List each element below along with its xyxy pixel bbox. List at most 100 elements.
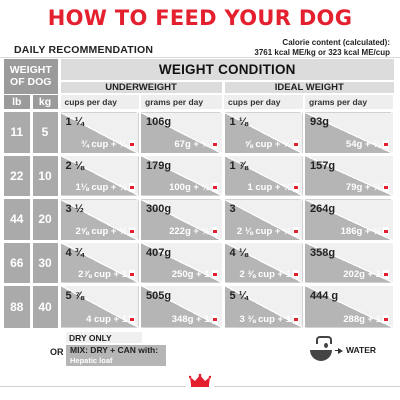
mix-value: 2⅞ cup + 1 [78, 268, 136, 280]
dry-only-value: 5 ⅞ [65, 289, 84, 302]
arrow-right-icon [338, 348, 343, 354]
dry-only-value: 358g [310, 246, 336, 259]
mix-value: 2 ⅛ cup + ½ [236, 225, 300, 237]
page-title: HOW TO FEED YOUR DOG [47, 6, 353, 30]
dry-only-value: 93g [310, 116, 329, 129]
faucet-shape [316, 336, 332, 344]
mix-amount: 100g + ½ [169, 182, 210, 194]
mix-amount: 4 cup + 1 [86, 314, 128, 325]
mix-value: 348g + 1 [172, 314, 218, 325]
ideal-cups-cell: 5 ¼ 3 ⅜ cup + 1 [223, 283, 306, 328]
underweight-cups-cell: 4 ¾ 2⅞ cup + 1 [59, 239, 142, 285]
mix-amount: 222g + ½ [169, 225, 210, 237]
can-icon [211, 139, 218, 149]
weight-lb: 22 [4, 152, 33, 198]
ideal-cups-cell: 4 ⅛ 2 ⅜ cup + 1 [223, 239, 306, 285]
underweight-grams-cell: 505g 348g + 1 [140, 283, 225, 328]
can-icon [211, 226, 218, 236]
lb-header: lb [4, 93, 33, 111]
can-icon [129, 226, 136, 236]
brand-logo [186, 370, 214, 390]
mix-value: 202g + 1 [343, 268, 390, 280]
dry-only-value: 300g [146, 203, 172, 216]
weight-lb: 66 [4, 239, 33, 285]
can-icon [211, 315, 218, 324]
can-icon [293, 269, 300, 279]
weight-lb: 88 [4, 283, 33, 328]
can-icon [383, 226, 390, 236]
dry-only-value: 1 ⅞ [229, 159, 248, 172]
dry-only-value: 106g [146, 116, 172, 129]
mix-amount: 2 ⅛ cup + ½ [236, 225, 292, 237]
underweight-cups-cell: 5 ⅞ 4 cup + 1 [59, 283, 142, 328]
weight-kg: 40 [31, 283, 61, 328]
table-row: 22 10 2 ⅛ 1⅛ cup + ½ 179g 100g + ½ 1 ⅞ 1… [4, 152, 396, 198]
mix-amount: 3 ⅜ cup + 1 [239, 314, 292, 325]
underweight-grams-header: grams per day [140, 93, 225, 111]
can-icon [129, 315, 136, 324]
dry-only-value: 3 ½ [65, 203, 84, 216]
ideal-grams-cell: 157g 79g + ½ [304, 152, 396, 198]
weight-condition-header: WEIGHT CONDITION [59, 59, 395, 82]
can-icon [383, 315, 390, 324]
mix-amount: 67g + ¼ [174, 138, 210, 150]
mix-amount: 2 ⅜ cup + 1 [239, 268, 292, 280]
ideal-grams-cell: 93g 54g + ¼ [304, 109, 396, 155]
dry-only-value: 2 ⅛ [65, 159, 84, 172]
underweight-cups-cell: 3 ½ 2⅝ cup + ½ [59, 195, 142, 241]
dry-only-value: 5 ¼ [229, 289, 248, 302]
mix-amount: 288g + 1 [343, 314, 382, 325]
header-divider [0, 57, 400, 58]
ideal-cups-cell: 1 ⅞ 1 cup + ½ [223, 152, 306, 198]
daily-recommendation-label: DAILY RECOMMENDATION [14, 44, 154, 56]
dry-only-value: 264g [310, 203, 336, 216]
can-icon [293, 139, 300, 149]
kg-header: kg [31, 93, 61, 111]
legend: DRY ONLY OR MIX: DRY + CAN with: Hepatic… [0, 330, 400, 370]
crown-icon [189, 373, 211, 387]
mix-amount: 1 cup + ½ [247, 182, 292, 194]
can-icon [211, 183, 218, 193]
legend-mix-sub: Hepatic loaf [70, 356, 113, 365]
legend-water: WATER [346, 345, 377, 355]
ideal-grams-cell: 264g 186g + ½ [304, 195, 396, 241]
mix-amount: 2⅞ cup + 1 [78, 268, 128, 280]
mix-amount: 79g + ½ [345, 182, 382, 194]
mix-amount: 348g + 1 [171, 314, 210, 325]
weight-lb: 44 [4, 195, 33, 241]
weight-lb: 11 [4, 109, 33, 155]
underweight-grams-cell: 407g 250g + 1 [140, 239, 225, 285]
can-icon [293, 183, 300, 193]
arrow-line [335, 350, 339, 351]
ideal-cups-cell: 3 2 ⅛ cup + ½ [223, 195, 306, 241]
mix-amount: ¾ cup + ¼ [80, 138, 128, 150]
mix-amount: 202g + 1 [343, 268, 382, 280]
can-icon [211, 269, 218, 279]
mix-amount: 250g + 1 [171, 268, 210, 280]
mix-value: 1 cup + ½ [247, 182, 300, 194]
can-icon [383, 139, 390, 149]
water-drop-shape [324, 343, 328, 348]
mix-value: 1⅛ cup + ½ [76, 182, 136, 193]
dry-only-swatch [66, 332, 142, 343]
dry-only-value: 1 ¼ [65, 116, 84, 129]
underweight-grams-cell: 300g 222g + ½ [140, 195, 225, 241]
dry-only-value: 444 g [310, 289, 339, 302]
mix-amount: 1⅛ cup + ½ [75, 182, 128, 194]
dry-only-value: 4 ⅛ [229, 246, 248, 259]
mix-value: ⅝ cup + ¼ [245, 139, 300, 150]
table-row: 88 40 5 ⅞ 4 cup + 1 505g 348g + 1 5 ¼ 3 … [4, 283, 396, 328]
dry-only-value: 179g [146, 159, 172, 172]
mix-value: 54g + ¼ [346, 139, 390, 150]
table-row: 66 30 4 ¾ 2⅞ cup + 1 407g 250g + 1 4 ⅛ 2… [4, 239, 396, 285]
can-icon [383, 183, 390, 193]
dry-only-value: 157g [310, 159, 336, 172]
legend-mix: MIX: DRY + CAN with: [70, 345, 159, 355]
mix-value: 3 ⅜ cup + 1 [240, 314, 300, 325]
mix-value: 100g + ½ [169, 182, 218, 194]
feeding-table: WEIGHT OF DOG WEIGHT CONDITION UNDERWEIG… [4, 59, 396, 328]
legend-or: OR [50, 347, 64, 357]
mix-value: 2⅝ cup + ½ [76, 226, 136, 237]
mix-value: 250g + 1 [172, 269, 218, 280]
underweight-grams-cell: 106g 67g + ¼ [140, 109, 225, 155]
